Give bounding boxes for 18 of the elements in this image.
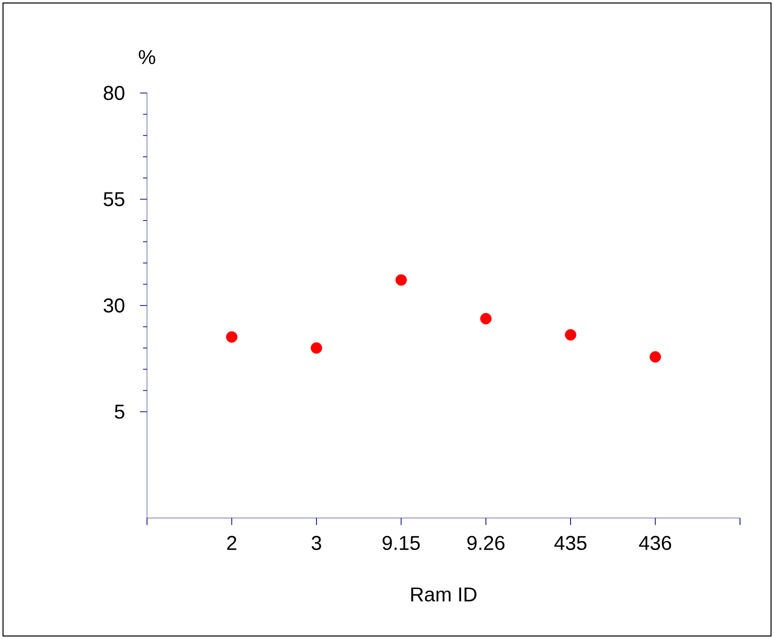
x-tick-label: 2: [227, 536, 236, 550]
y-tick-label: 80: [104, 86, 124, 100]
x-tick-label: 436: [639, 536, 672, 550]
x-tick-label: 435: [554, 536, 586, 550]
point: [564, 329, 576, 341]
y-tick-label: 55: [104, 192, 124, 206]
point: [226, 331, 238, 343]
x-axis-title: Ram ID: [411, 588, 476, 602]
x-tick-label: 9.15: [382, 536, 420, 550]
y-axis-title: %: [138, 50, 156, 64]
y-tick-label: 30: [104, 298, 124, 313]
x-tick-label: 9.26: [467, 536, 504, 550]
point: [395, 274, 407, 286]
point: [650, 351, 662, 363]
point: [480, 312, 492, 324]
x-tick-label: 3: [312, 536, 322, 550]
point: [310, 342, 322, 354]
y-tick-label: 5: [114, 404, 124, 419]
